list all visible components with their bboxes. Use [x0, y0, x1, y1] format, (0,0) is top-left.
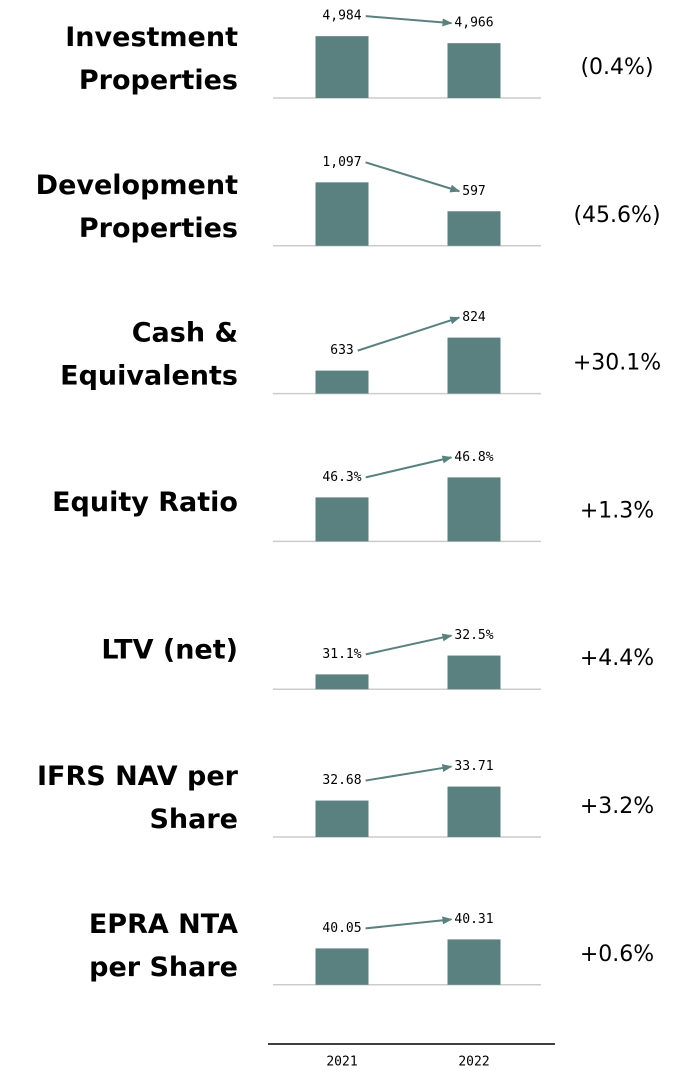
x-tick-label: 2021	[326, 1055, 357, 1070]
metric-label: IFRS NAV per	[37, 761, 239, 792]
metric-label: Properties	[79, 65, 238, 96]
change-label: +3.2%	[580, 794, 654, 819]
value-label: 32.5%	[454, 628, 493, 643]
value-label: 31.1%	[322, 647, 361, 662]
metric-label: Properties	[79, 213, 238, 244]
change-label: +1.3%	[580, 498, 654, 523]
bar	[447, 655, 501, 690]
change-label: (0.4%)	[580, 55, 653, 80]
metric-label: Equity Ratio	[52, 487, 238, 518]
metric-label: Equivalents	[60, 361, 238, 392]
bar	[315, 674, 369, 690]
arrow	[365, 161, 461, 193]
change-label: +30.1%	[573, 351, 661, 376]
value-label: 597	[462, 184, 485, 199]
change-label: (45.6%)	[573, 203, 660, 228]
change-label: +0.6%	[580, 942, 654, 967]
bar	[315, 182, 369, 246]
arrow	[365, 633, 453, 656]
bar	[447, 939, 501, 985]
change-label: +4.4%	[580, 646, 654, 671]
metric-label: Investment	[65, 22, 238, 53]
bar	[315, 370, 369, 394]
value-label: 33.71	[454, 759, 493, 774]
metric-label: Cash &	[132, 318, 238, 349]
metric-label: EPRA NTA	[89, 909, 238, 940]
value-label: 40.05	[322, 921, 361, 936]
arrow	[357, 316, 461, 352]
value-label: 32.68	[322, 773, 361, 788]
bar	[447, 211, 501, 246]
arrow	[365, 764, 453, 782]
value-label: 4,966	[454, 16, 493, 31]
bar	[447, 43, 501, 98]
bar	[447, 337, 501, 394]
value-label: 824	[462, 310, 486, 325]
value-label: 46.8%	[454, 450, 493, 465]
metric-label: Share	[149, 804, 238, 835]
metric-label: per Share	[89, 952, 238, 983]
value-label: 633	[330, 343, 353, 358]
bar	[315, 497, 369, 542]
value-label: 1,097	[322, 155, 361, 170]
bar	[315, 36, 369, 98]
x-tick-label: 2022	[458, 1055, 489, 1070]
metric-label: LTV (net)	[101, 635, 238, 666]
arrow	[365, 916, 453, 930]
arrow	[365, 15, 453, 27]
bar	[447, 477, 501, 542]
metric-label: Development	[36, 170, 238, 201]
value-label: 46.3%	[322, 470, 361, 485]
value-label: 40.31	[454, 912, 493, 927]
bar	[447, 786, 501, 837]
bar	[315, 800, 369, 837]
bar	[315, 948, 369, 985]
arrow	[365, 455, 453, 479]
value-label: 4,984	[322, 9, 361, 24]
